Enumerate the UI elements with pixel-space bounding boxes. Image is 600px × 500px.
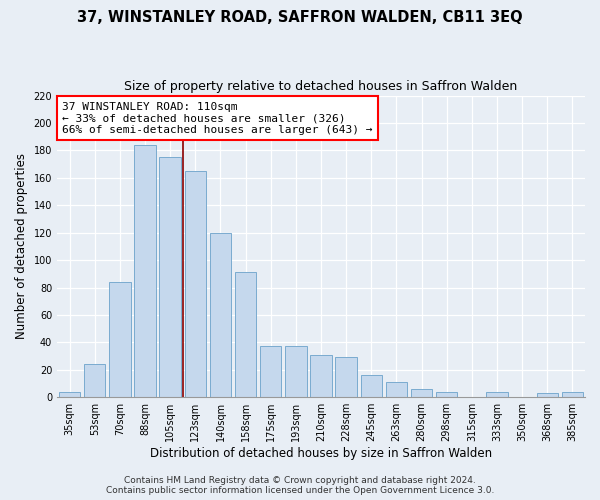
Bar [109,282,131,397]
Bar [310,354,332,397]
Bar [536,393,558,397]
Y-axis label: Number of detached properties: Number of detached properties [15,154,28,340]
Bar [260,346,281,397]
Bar [185,171,206,397]
Bar [386,382,407,397]
Text: Contains HM Land Registry data © Crown copyright and database right 2024.
Contai: Contains HM Land Registry data © Crown c… [106,476,494,495]
Bar [160,158,181,397]
Title: Size of property relative to detached houses in Saffron Walden: Size of property relative to detached ho… [124,80,518,93]
Bar [562,392,583,397]
Bar [335,358,357,397]
Bar [361,376,382,397]
Text: 37, WINSTANLEY ROAD, SAFFRON WALDEN, CB11 3EQ: 37, WINSTANLEY ROAD, SAFFRON WALDEN, CB1… [77,10,523,25]
Bar [285,346,307,397]
Bar [210,232,231,397]
Bar [134,145,156,397]
Text: 37 WINSTANLEY ROAD: 110sqm
← 33% of detached houses are smaller (326)
66% of sem: 37 WINSTANLEY ROAD: 110sqm ← 33% of deta… [62,102,373,135]
X-axis label: Distribution of detached houses by size in Saffron Walden: Distribution of detached houses by size … [150,447,492,460]
Bar [487,392,508,397]
Bar [436,392,457,397]
Bar [235,272,256,397]
Bar [84,364,106,397]
Bar [411,389,432,397]
Bar [59,392,80,397]
